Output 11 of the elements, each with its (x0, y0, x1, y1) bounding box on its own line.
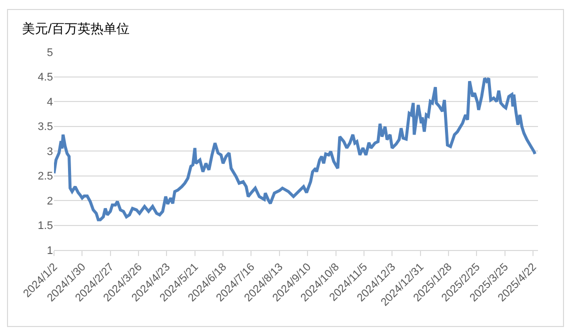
y-tick-label: 2 (46, 195, 53, 208)
y-tick-label: 2.5 (38, 170, 53, 183)
line-series (54, 76, 536, 222)
y-tick-label: 3 (46, 146, 53, 158)
y-tick-label: 1 (46, 244, 53, 257)
y-axis-title: 美元/百万英热单位 (22, 21, 130, 36)
y-tick-label: 3.5 (38, 121, 53, 134)
y-tick-label: 4.5 (38, 72, 53, 84)
y-tick-label: 1.5 (38, 220, 53, 232)
y-tick-label: 5 (46, 46, 53, 59)
y-tick-label: 4 (46, 96, 53, 108)
